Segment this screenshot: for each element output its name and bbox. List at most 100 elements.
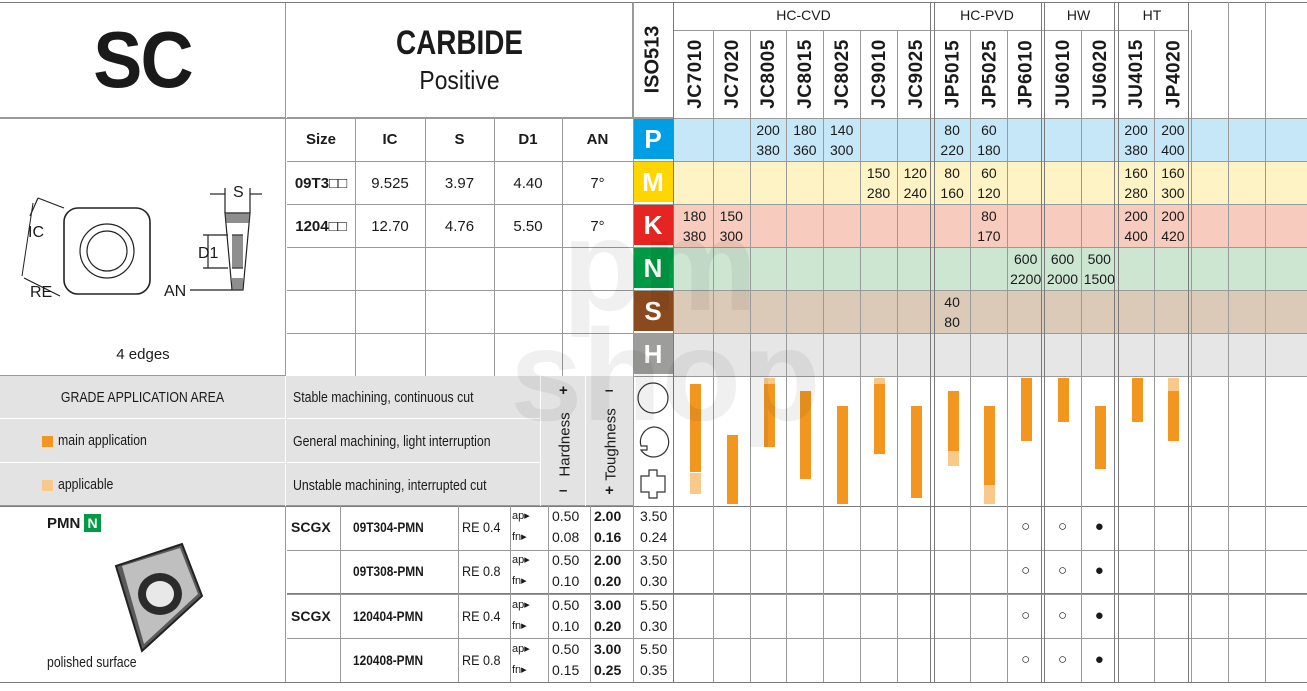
continuous-cut-icon (637, 382, 669, 414)
grade-ju4015: JU4015 (1126, 39, 1148, 109)
speed-value: 80 (944, 314, 960, 330)
fn-value: 0.25 (594, 662, 622, 678)
fn-value: 0.10 (552, 618, 580, 634)
main-application-bar (910, 405, 922, 498)
applicable-bar (690, 472, 701, 494)
grid-line (287, 550, 1307, 551)
applicable-bar (1168, 378, 1180, 391)
product-code[interactable]: 09T308-PMN (353, 563, 424, 579)
main-application-bar (1058, 378, 1069, 423)
ap-label: ap▸ (512, 510, 530, 522)
iso-h-badge: H (633, 334, 673, 374)
grid-line (1044, 2, 1045, 682)
grid-line (590, 506, 591, 682)
dim-header-size: Size (305, 131, 336, 148)
speed-value: 300 (719, 228, 743, 244)
band-k (673, 204, 1307, 247)
cut-unstable: Unstable machining, interrupted cut (293, 477, 487, 494)
main-application-bar (874, 384, 885, 454)
grid-line (1191, 30, 1193, 682)
corner-radius: RE 0.8 (462, 652, 501, 668)
speed-value: 200 (1161, 208, 1185, 224)
edges-label: 4 edges (116, 346, 170, 363)
grade-jc8015: JC8015 (794, 39, 816, 109)
fn-label: fn▸ (512, 531, 527, 543)
available-circle: ○ (1057, 651, 1068, 668)
main-application-bar (837, 405, 849, 504)
ap-value: 3.00 (594, 597, 622, 613)
speed-value: 200 (756, 122, 780, 138)
ap-value: 2.00 (594, 508, 622, 524)
fn-value: 0.30 (640, 573, 668, 589)
band-h (673, 333, 1307, 376)
speed-value: 180 (793, 122, 817, 138)
grid-line (287, 376, 1307, 377)
applicable-bar (763, 378, 775, 385)
product-code[interactable]: 09T304-PMN (353, 519, 424, 535)
band-m (673, 161, 1307, 204)
grid-line (823, 30, 825, 682)
product-code[interactable]: 120408-PMN (353, 652, 424, 668)
toughness-label: Toughness (602, 408, 620, 481)
fn-label: fn▸ (512, 664, 527, 676)
series-label: SCGX (291, 519, 331, 535)
speed-value: 400 (1161, 142, 1185, 158)
fn-label: fn▸ (512, 620, 527, 632)
fn-value: 0.20 (594, 618, 622, 634)
iso-m-badge: M (633, 162, 673, 202)
insert-drawing-panel: IC RE S D1 AN 4 edges (0, 118, 286, 376)
main-application-bar (690, 384, 701, 473)
dim-cell: 12.70 (371, 218, 409, 235)
iso-k-badge: K (633, 205, 673, 245)
re-label: RE (30, 284, 53, 301)
speed-value: 280 (866, 185, 891, 201)
grid-line (1041, 2, 1042, 682)
dim-header-an: AN (586, 131, 609, 148)
grid-line (1080, 30, 1082, 682)
series-label: SCGX (291, 608, 331, 624)
ic-label: IC (28, 224, 44, 241)
iso-n-badge: N (633, 248, 673, 288)
grade-jp4020: JP4020 (1162, 39, 1184, 109)
grade-jc8005: JC8005 (758, 39, 780, 109)
insert-drawing (21, 188, 262, 297)
grade-jc8025: JC8025 (831, 39, 853, 109)
recommended-dot: ● (1094, 518, 1104, 535)
applicable-bar (947, 451, 959, 467)
speed-value: 140 (830, 122, 854, 138)
grid-line (933, 2, 935, 682)
insert-photo (114, 542, 204, 653)
cut-general: General machining, light interruption (287, 420, 540, 463)
grid-line (786, 30, 788, 682)
speed-value: 200 (1124, 208, 1148, 224)
grid-line (633, 2, 634, 682)
an-label: AN (164, 283, 187, 300)
grid-line (287, 333, 1307, 334)
dim-header-s: S (454, 131, 465, 148)
interrupted-cut-icon (640, 469, 666, 499)
fn-value: 0.35 (640, 662, 668, 678)
main-application-bar (726, 434, 738, 504)
main-application-bar (1168, 390, 1180, 441)
ap-label: ap▸ (512, 643, 530, 655)
product-code[interactable]: 120404-PMN (353, 608, 424, 624)
surface-note: polished surface (47, 654, 137, 671)
hardness-axis: + Hardness – (540, 376, 586, 506)
ap-value: 0.50 (552, 641, 580, 657)
recommended-dot: ● (1094, 607, 1104, 624)
dim-cell: 9.525 (371, 175, 409, 192)
grid-line (0, 506, 1307, 507)
main-application-bar (947, 390, 959, 452)
speed-value: 80 (944, 165, 960, 181)
grid-line (458, 506, 459, 682)
application-title: GRADE APPLICATION AREA (0, 376, 286, 419)
speed-value: 200 (1161, 122, 1185, 138)
material-title: CARBIDE Positive (287, 2, 633, 118)
dim-cell: 4.40 (513, 175, 543, 192)
dim-cell: 7° (590, 218, 605, 235)
speed-value: 180 (977, 142, 1001, 158)
ap-value: 0.50 (552, 508, 580, 524)
insert-type: Positive (419, 65, 500, 95)
ap-value: 0.50 (552, 597, 580, 613)
